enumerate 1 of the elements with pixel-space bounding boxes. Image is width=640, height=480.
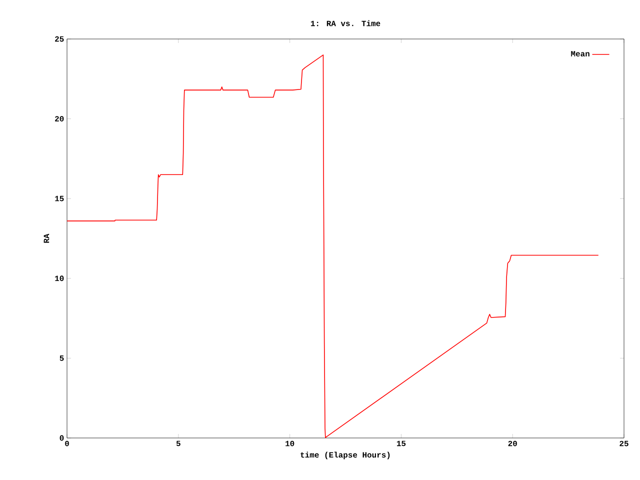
line-series [67,54,599,438]
